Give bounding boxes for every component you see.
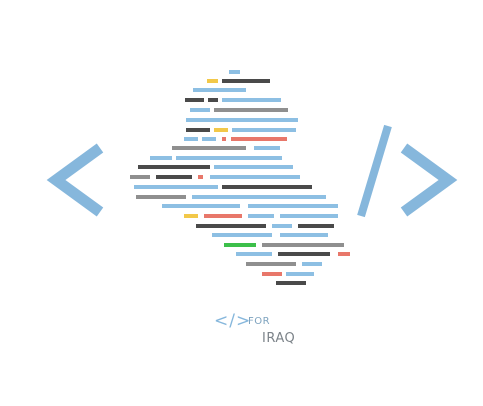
wordmark: </> FOR IRAQ bbox=[214, 312, 334, 352]
iraq-text: IRAQ bbox=[262, 332, 295, 346]
for-text: FOR bbox=[248, 316, 270, 328]
right-angle-bracket-icon bbox=[404, 148, 448, 212]
iraq-map-code-lines-icon bbox=[130, 72, 350, 283]
code-symbol-text: </> bbox=[214, 312, 251, 330]
slash-icon bbox=[361, 126, 388, 216]
left-angle-bracket-icon bbox=[56, 148, 100, 212]
